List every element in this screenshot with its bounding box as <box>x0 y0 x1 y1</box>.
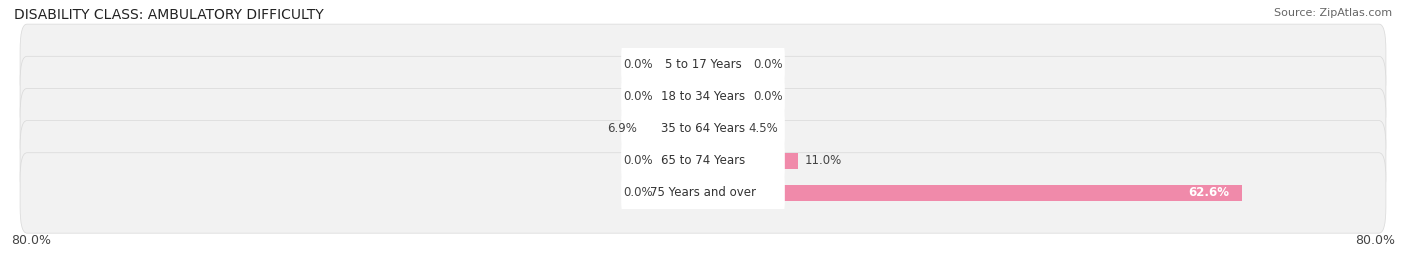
Text: 35 to 64 Years: 35 to 64 Years <box>661 122 745 135</box>
Bar <box>659 57 703 72</box>
Bar <box>703 57 747 72</box>
FancyBboxPatch shape <box>621 137 785 185</box>
FancyBboxPatch shape <box>20 24 1386 105</box>
Text: 80.0%: 80.0% <box>11 233 51 247</box>
Text: Source: ZipAtlas.com: Source: ZipAtlas.com <box>1274 8 1392 18</box>
Bar <box>703 185 1241 201</box>
Text: DISABILITY CLASS: AMBULATORY DIFFICULTY: DISABILITY CLASS: AMBULATORY DIFFICULTY <box>14 8 323 22</box>
Bar <box>659 89 703 104</box>
FancyBboxPatch shape <box>621 105 785 152</box>
FancyBboxPatch shape <box>20 121 1386 201</box>
Text: 0.0%: 0.0% <box>623 187 652 199</box>
Text: 0.0%: 0.0% <box>623 58 652 71</box>
FancyBboxPatch shape <box>20 153 1386 233</box>
Text: 0.0%: 0.0% <box>754 58 783 71</box>
FancyBboxPatch shape <box>621 73 785 120</box>
Bar <box>644 121 703 136</box>
FancyBboxPatch shape <box>20 56 1386 137</box>
Bar <box>703 121 742 136</box>
FancyBboxPatch shape <box>621 169 785 217</box>
Text: 0.0%: 0.0% <box>754 90 783 103</box>
Text: 6.9%: 6.9% <box>607 122 637 135</box>
Text: 5 to 17 Years: 5 to 17 Years <box>665 58 741 71</box>
Text: 11.0%: 11.0% <box>804 154 842 167</box>
Bar <box>703 89 747 104</box>
Text: 65 to 74 Years: 65 to 74 Years <box>661 154 745 167</box>
Text: 4.5%: 4.5% <box>748 122 779 135</box>
Text: 0.0%: 0.0% <box>623 154 652 167</box>
Text: 75 Years and over: 75 Years and over <box>650 187 756 199</box>
FancyBboxPatch shape <box>621 40 785 88</box>
Bar <box>659 153 703 169</box>
FancyBboxPatch shape <box>20 88 1386 169</box>
Bar <box>659 185 703 201</box>
Text: 0.0%: 0.0% <box>623 90 652 103</box>
Text: 80.0%: 80.0% <box>1355 233 1395 247</box>
Bar <box>703 153 797 169</box>
Text: 18 to 34 Years: 18 to 34 Years <box>661 90 745 103</box>
Text: 62.6%: 62.6% <box>1188 187 1229 199</box>
